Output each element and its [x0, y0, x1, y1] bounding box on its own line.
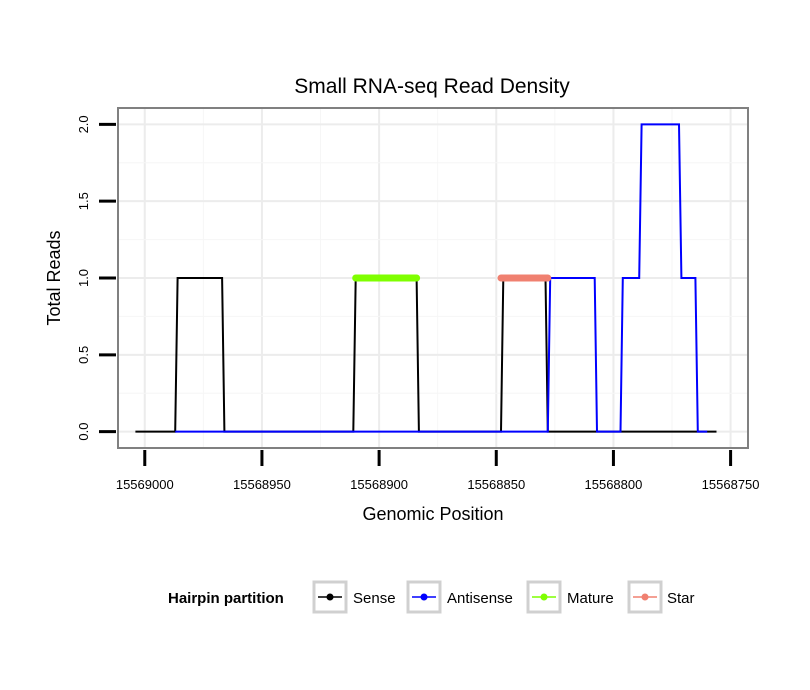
- legend-key-dot: [641, 593, 649, 601]
- x-tick-label: 15568900: [350, 477, 408, 492]
- legend-label-star: Star: [667, 590, 695, 607]
- legend-label-sense: Sense: [353, 590, 396, 607]
- x-tick-label: 15569000: [116, 477, 174, 492]
- y-axis-title: Total Reads: [44, 230, 64, 325]
- y-axis: 0.0 0.5 1.0 1.5 2.0: [76, 115, 116, 441]
- x-tick-label: 15568950: [233, 477, 291, 492]
- chart-title: Small RNA-seq Read Density: [294, 75, 570, 98]
- y-tick-label: 0.0: [76, 423, 91, 441]
- y-tick-label: 1.5: [76, 192, 91, 210]
- legend-label-antisense: Antisense: [447, 590, 513, 607]
- series-line-antisense: [175, 123, 708, 433]
- x-tick-label: 15568850: [467, 477, 525, 492]
- x-axis-title: Genomic Position: [362, 504, 503, 524]
- legend: Hairpin partition Sense Antisense Mature St…: [168, 580, 695, 614]
- legend-label-mature: Mature: [567, 590, 614, 607]
- series-layer: [135, 123, 717, 433]
- x-axis: 15569000 15568950 15568900 15568850 15568800…: [116, 450, 760, 492]
- x-tick-label: 15568750: [702, 477, 760, 492]
- legend-key-dot: [420, 593, 428, 601]
- legend-title: Hairpin partition: [168, 590, 284, 607]
- legend-key-dot: [540, 593, 548, 601]
- y-tick-label: 2.0: [76, 115, 91, 133]
- y-tick-label: 1.0: [76, 269, 91, 287]
- y-tick-label: 0.5: [76, 346, 91, 364]
- legend-key-dot: [326, 593, 334, 601]
- x-tick-label: 15568800: [585, 477, 643, 492]
